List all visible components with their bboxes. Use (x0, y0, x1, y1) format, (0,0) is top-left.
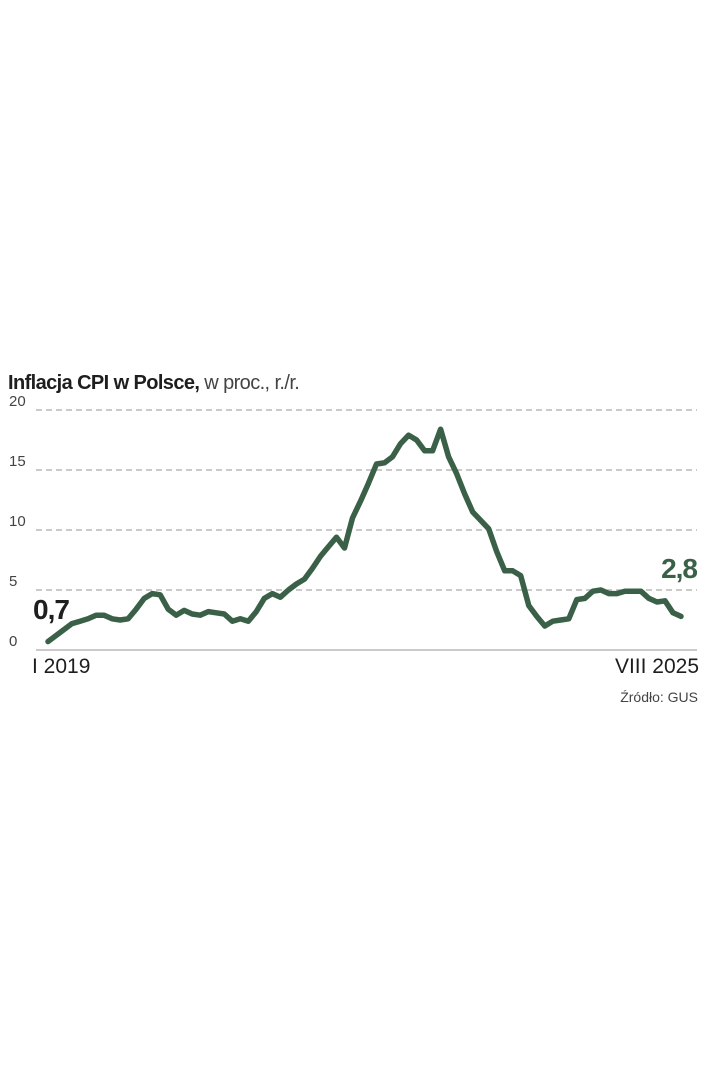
y-axis-tick-labels: 0 5 10 15 20 (9, 393, 26, 650)
x-tick-label-start: I 2019 (32, 655, 90, 678)
data-labels-layer: 0,7 2,8 (33, 553, 698, 625)
y-tick-label: 20 (9, 393, 26, 410)
series-layer (45, 426, 684, 645)
start-value-label: 0,7 (33, 594, 69, 625)
chart-title-main: Inflacja CPI w Polsce, (8, 372, 200, 394)
chart-title-unit: w proc., r./r. (204, 372, 300, 394)
y-tick-label: 5 (9, 573, 17, 590)
y-tick-label: 15 (9, 453, 26, 470)
grid-layer (36, 409, 697, 651)
end-value-label: 2,8 (661, 553, 697, 584)
chart-title: Inflacja CPI w Polsce, w proc., r./r. (8, 372, 300, 395)
y-tick-label: 10 (9, 513, 26, 530)
x-tick-label-end: VIII 2025 (615, 655, 699, 678)
y-tick-label: 0 (9, 633, 17, 650)
series-line-0 (45, 426, 684, 645)
source-note: Źródło: GUS (620, 689, 698, 705)
x-axis-tick-labels: I 2019 VIII 2025 (32, 655, 699, 678)
